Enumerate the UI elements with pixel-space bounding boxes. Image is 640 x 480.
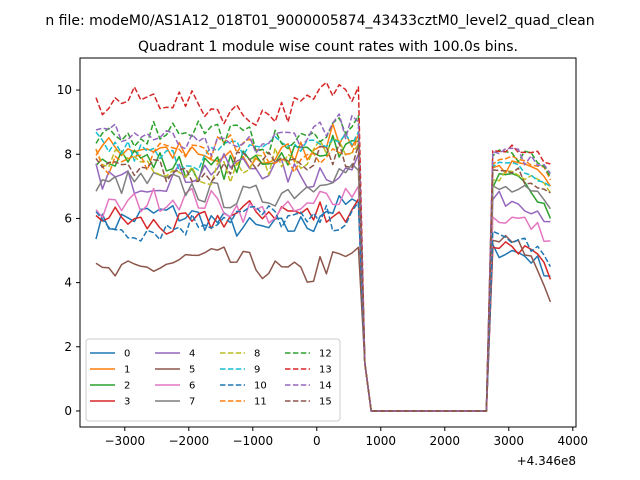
y-tick-label: 10 xyxy=(57,83,72,97)
y-tick-label: 8 xyxy=(64,147,72,161)
series-line-15 xyxy=(95,142,551,412)
legend-label-2: 2 xyxy=(124,381,130,392)
legend-label-12: 12 xyxy=(319,349,332,360)
legend-label-7: 7 xyxy=(189,397,195,408)
y-tick-label: 4 xyxy=(64,276,72,290)
legend-label-3: 3 xyxy=(124,397,130,408)
plot-frame xyxy=(79,57,577,428)
x-tick-label: 1000 xyxy=(366,434,397,448)
x-tick-label: 3000 xyxy=(494,434,525,448)
series-line-9 xyxy=(95,131,551,412)
x-tick-label: −2000 xyxy=(169,434,210,448)
y-tick-label: 0 xyxy=(64,404,72,418)
y-tick-label: 6 xyxy=(64,211,72,225)
legend-box xyxy=(85,338,341,422)
legend-label-4: 4 xyxy=(189,349,195,360)
legend-label-5: 5 xyxy=(189,365,195,376)
legend-label-13: 13 xyxy=(319,365,332,376)
chart-title: Quadrant 1 module wise count rates with … xyxy=(138,39,518,55)
legend-label-11: 11 xyxy=(254,397,267,408)
series-line-14 xyxy=(95,113,552,412)
legend-label-0: 0 xyxy=(124,349,130,360)
x-axis: −3000 −2000 −1000 0 1000 2000 3000 4000 xyxy=(105,427,589,448)
legend-label-6: 6 xyxy=(189,381,195,392)
series-layer xyxy=(95,81,552,412)
x-tick-label: −3000 xyxy=(105,434,146,448)
y-tick-label: 2 xyxy=(64,340,72,354)
legend-label-14: 14 xyxy=(319,381,332,392)
legend-label-10: 10 xyxy=(254,381,267,392)
x-axis-offset-label: +4.346e8 xyxy=(517,454,576,468)
x-tick-label: 4000 xyxy=(558,434,589,448)
x-tick-label: 0 xyxy=(313,434,321,448)
legend-label-1: 1 xyxy=(124,365,130,376)
legend-label-9: 9 xyxy=(254,365,260,376)
x-tick-label: 2000 xyxy=(430,434,461,448)
figure-suptitle: n file: modeM0/AS1A12_018T01_9000005874_… xyxy=(45,13,594,29)
y-axis: 0 2 4 6 8 10 xyxy=(57,83,80,418)
legend-label-15: 15 xyxy=(319,397,332,408)
legend-label-8: 8 xyxy=(254,349,260,360)
x-tick-label: −1000 xyxy=(233,434,274,448)
